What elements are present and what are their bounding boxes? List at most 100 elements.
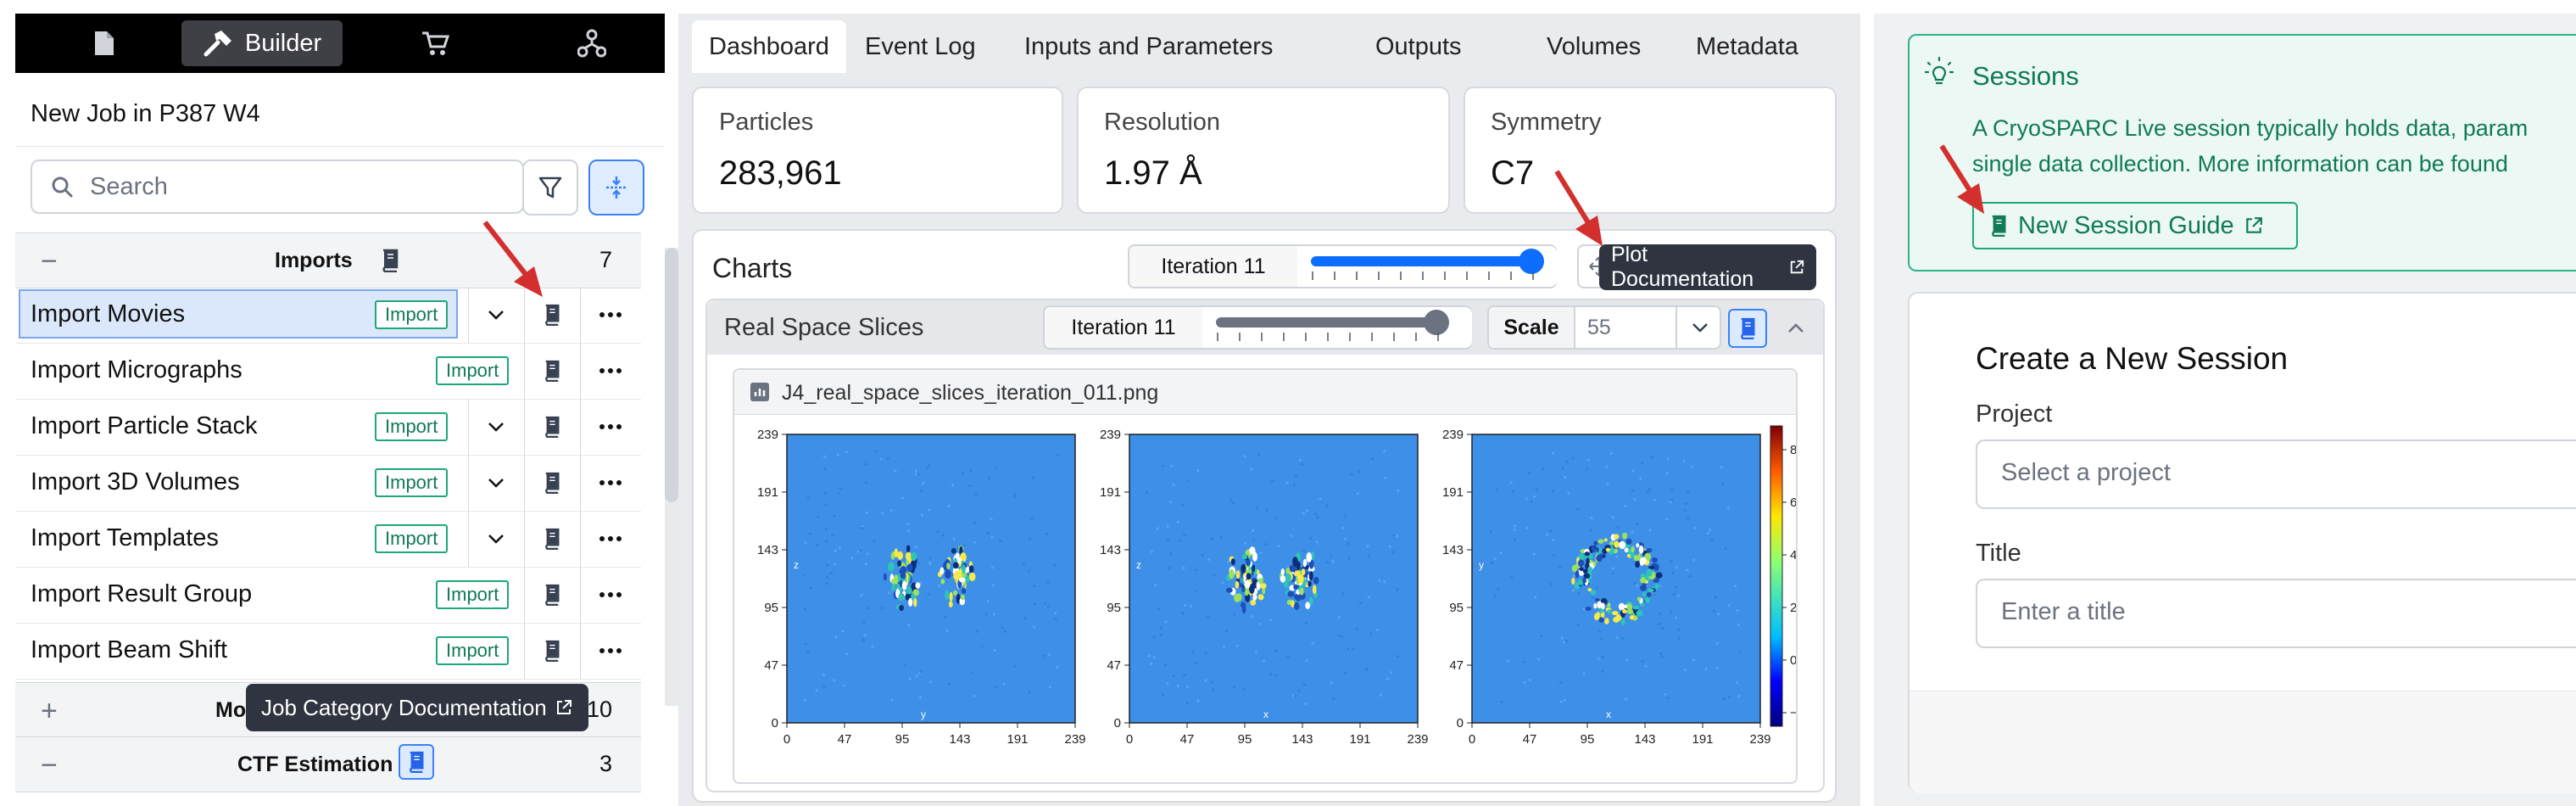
- document-icon[interactable]: [75, 14, 134, 73]
- noise-speck: [810, 586, 813, 590]
- scrollbar-thumb[interactable]: [665, 248, 678, 502]
- more-options-icon[interactable]: [580, 399, 641, 455]
- plot-documentation-button[interactable]: [1728, 309, 1767, 348]
- tab-volumes[interactable]: Volumes: [1547, 32, 1642, 60]
- collapse-sign[interactable]: −: [41, 245, 58, 277]
- tab-outputs[interactable]: Outputs: [1375, 32, 1462, 60]
- density-blob: [1636, 543, 1640, 548]
- noise-speck: [1714, 596, 1717, 599]
- more-options-icon[interactable]: [580, 287, 641, 343]
- book-icon[interactable]: [524, 287, 580, 343]
- job-row[interactable]: Import Movies Import: [15, 287, 641, 344]
- slider-track[interactable]: [1311, 256, 1531, 266]
- noise-speck: [1727, 604, 1731, 607]
- chevron-down-icon[interactable]: [468, 511, 524, 567]
- density-blob: [1579, 567, 1584, 572]
- more-options-icon[interactable]: [580, 511, 641, 567]
- book-icon[interactable]: [524, 399, 580, 455]
- tab-metadata[interactable]: Metadata: [1696, 32, 1798, 60]
- noise-speck: [1506, 659, 1509, 663]
- more-options-icon[interactable]: [580, 623, 641, 679]
- more-options-icon[interactable]: [580, 567, 641, 623]
- noise-speck: [1631, 530, 1634, 534]
- noise-speck: [973, 540, 977, 544]
- density-blob: [1591, 545, 1596, 552]
- network-icon[interactable]: [562, 14, 622, 73]
- category-row-imports[interactable]: − Imports 7: [15, 232, 641, 288]
- noise-speck: [986, 531, 990, 535]
- density-blob: [949, 591, 953, 602]
- noise-speck: [838, 546, 841, 549]
- chevron-down-icon[interactable]: [468, 455, 524, 511]
- book-icon[interactable]: [380, 249, 400, 272]
- noise-speck: [1683, 668, 1687, 671]
- collapse-panel-button[interactable]: [1779, 309, 1813, 348]
- tick-label: 95: [895, 732, 910, 747]
- noise-speck: [1612, 567, 1615, 570]
- noise-speck: [992, 613, 995, 616]
- iteration-slider[interactable]: [1297, 246, 1557, 287]
- noise-speck: [866, 552, 869, 556]
- noise-speck: [1031, 476, 1034, 479]
- scale-value[interactable]: 55: [1587, 316, 1611, 339]
- new-session-guide-button[interactable]: New Session Guide: [1972, 202, 2298, 249]
- noise-speck: [1378, 579, 1381, 582]
- title-input[interactable]: [1999, 597, 2512, 627]
- book-icon[interactable]: [399, 744, 434, 780]
- search-input[interactable]: [88, 171, 465, 202]
- noise-speck: [1221, 581, 1224, 585]
- density-blob: [959, 577, 966, 583]
- tab-dashboard[interactable]: Dashboard: [692, 20, 846, 73]
- noise-speck: [1232, 613, 1235, 616]
- slider-thumb[interactable]: [1519, 249, 1544, 274]
- book-icon[interactable]: [524, 623, 580, 679]
- job-row[interactable]: Import Particle Stack Import: [15, 399, 641, 456]
- book-icon[interactable]: [524, 511, 580, 567]
- density-blob: [915, 582, 921, 589]
- image-filename: J4_real_space_slices_iteration_011.png: [782, 381, 1159, 405]
- noise-speck: [1304, 702, 1308, 705]
- category-row-ctf-estimation[interactable]: − CTF Estimation 3: [15, 736, 641, 792]
- noise-speck: [1550, 583, 1553, 586]
- collapse-sign[interactable]: −: [41, 749, 58, 781]
- noise-speck: [995, 467, 998, 470]
- chevron-down-icon[interactable]: [468, 287, 524, 343]
- cart-icon[interactable]: [405, 14, 465, 73]
- job-row[interactable]: Import 3D Volumes Import: [15, 455, 641, 512]
- chevron-down-icon[interactable]: [468, 399, 524, 455]
- title-field[interactable]: [1976, 579, 2576, 648]
- filter-button[interactable]: [522, 160, 578, 215]
- job-row[interactable]: Import Templates Import: [15, 511, 641, 568]
- slices-title: Real Space Slices: [724, 314, 924, 341]
- noise-speck: [1597, 658, 1600, 661]
- noise-speck: [1572, 589, 1575, 592]
- noise-speck: [941, 534, 945, 537]
- project-select[interactable]: [1976, 439, 2576, 509]
- job-row[interactable]: Import Beam Shift Import: [15, 623, 641, 680]
- noise-speck: [1030, 517, 1034, 520]
- density-blob: [1259, 583, 1267, 590]
- tick-label: 191: [1442, 485, 1464, 500]
- expand-sign[interactable]: +: [41, 695, 58, 727]
- noise-speck: [1687, 490, 1690, 494]
- tab-event-log[interactable]: Event Log: [865, 32, 976, 60]
- book-icon[interactable]: [524, 343, 580, 399]
- collapse-all-button[interactable]: [588, 160, 644, 215]
- iteration-slider[interactable]: [1202, 307, 1472, 348]
- project-select-input[interactable]: [1999, 458, 2512, 488]
- job-row[interactable]: Import Micrographs Import: [15, 343, 641, 400]
- noise-speck: [1708, 529, 1711, 532]
- slider-track[interactable]: [1216, 317, 1436, 327]
- more-options-icon[interactable]: [580, 343, 641, 399]
- slider-thumb[interactable]: [1424, 310, 1449, 335]
- builder-tab[interactable]: Builder: [181, 20, 343, 66]
- noise-speck: [1243, 455, 1246, 458]
- book-icon[interactable]: [524, 567, 580, 623]
- more-options-icon[interactable]: [580, 455, 641, 511]
- book-icon[interactable]: [524, 455, 580, 511]
- job-row[interactable]: Import Result Group Import: [15, 567, 641, 624]
- scale-dropdown-button[interactable]: [1676, 307, 1723, 348]
- density-blob: [1603, 618, 1609, 624]
- search-box[interactable]: [31, 160, 524, 214]
- tab-inputs-and-parameters[interactable]: Inputs and Parameters: [1024, 32, 1274, 60]
